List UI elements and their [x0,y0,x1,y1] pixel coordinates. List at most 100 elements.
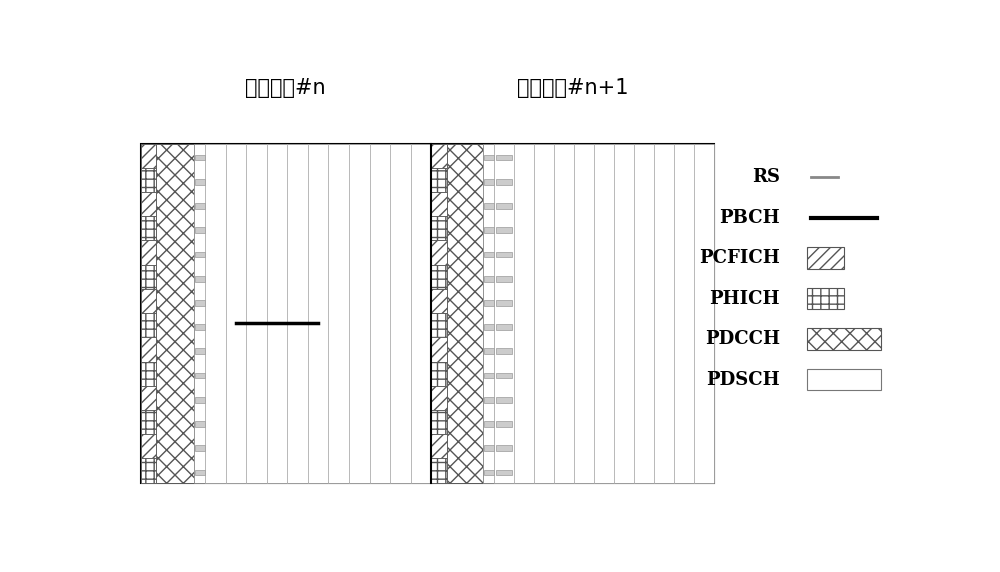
Bar [694,144,714,483]
Bar [496,203,512,209]
Text: 下行子帧#n: 下行子帧#n [246,78,326,98]
Bar [195,397,205,403]
Bar [634,144,654,483]
Bar [195,203,205,209]
Bar [431,313,447,337]
Bar [195,324,205,330]
Bar [226,144,246,483]
Bar [496,252,512,257]
Bar [246,144,267,483]
Bar [674,144,694,483]
Text: PBCH: PBCH [719,209,780,227]
Bar [496,154,512,161]
Bar [496,324,512,330]
Bar [484,373,494,379]
Bar [484,446,494,451]
Text: PDCCH: PDCCH [705,330,780,348]
Bar [574,144,594,483]
Bar [496,179,512,185]
Bar [194,144,205,483]
Bar [267,144,287,483]
Bar [484,300,494,306]
Bar [496,470,512,475]
Bar [287,144,308,483]
Bar [195,227,205,233]
Bar [411,144,431,483]
Bar [496,300,512,306]
Bar [328,144,349,483]
Bar [195,300,205,306]
Bar [140,216,156,240]
Bar [140,410,156,434]
Text: PCFICH: PCFICH [699,249,780,267]
Bar [140,265,156,289]
Bar [496,276,512,281]
Bar [140,362,156,386]
Bar [431,362,447,386]
Bar [431,386,447,410]
Bar [484,227,494,233]
Bar [195,348,205,354]
Bar [195,421,205,427]
Bar [484,421,494,427]
Bar [431,289,447,313]
Bar [140,434,156,458]
Bar [496,348,512,354]
Bar [431,240,447,265]
Bar [431,144,447,168]
Bar [431,410,447,434]
Bar [431,337,447,362]
Bar [195,373,205,379]
Bar [140,168,156,192]
Bar [484,470,494,475]
Bar [514,144,534,483]
Bar [140,458,156,483]
Bar [140,289,156,313]
Bar [484,324,494,330]
Bar [484,397,494,403]
Bar [195,252,205,257]
Bar [431,216,447,240]
Text: RS: RS [752,168,780,186]
Bar [140,144,156,168]
Text: PHICH: PHICH [709,289,780,308]
Bar [156,144,194,483]
Bar [140,192,156,216]
Bar [431,458,447,483]
Bar [140,337,156,362]
Bar [807,369,881,390]
Bar [431,168,447,192]
Bar [594,144,614,483]
Bar [494,144,514,483]
Bar [431,434,447,458]
Bar [807,328,881,349]
Bar [140,144,714,483]
Bar [554,144,574,483]
Bar [496,421,512,427]
Bar [807,248,844,269]
Bar [140,240,156,265]
Text: PDSCH: PDSCH [706,371,780,388]
Bar [496,227,512,233]
Bar [140,144,156,483]
Bar [484,348,494,354]
Bar [195,179,205,185]
Bar [484,154,494,161]
Bar [654,144,674,483]
Bar [205,144,226,483]
Bar [496,397,512,403]
Bar [483,144,494,483]
Bar [349,144,370,483]
Bar [308,144,328,483]
Bar [484,179,494,185]
Bar [484,276,494,281]
Bar [807,288,844,309]
Bar [140,386,156,410]
Bar [140,313,156,337]
Bar [484,203,494,209]
Bar [614,144,634,483]
Text: 下行子帧#n+1: 下行子帧#n+1 [517,78,628,98]
Bar [195,470,205,475]
Bar [195,446,205,451]
Bar [370,144,390,483]
